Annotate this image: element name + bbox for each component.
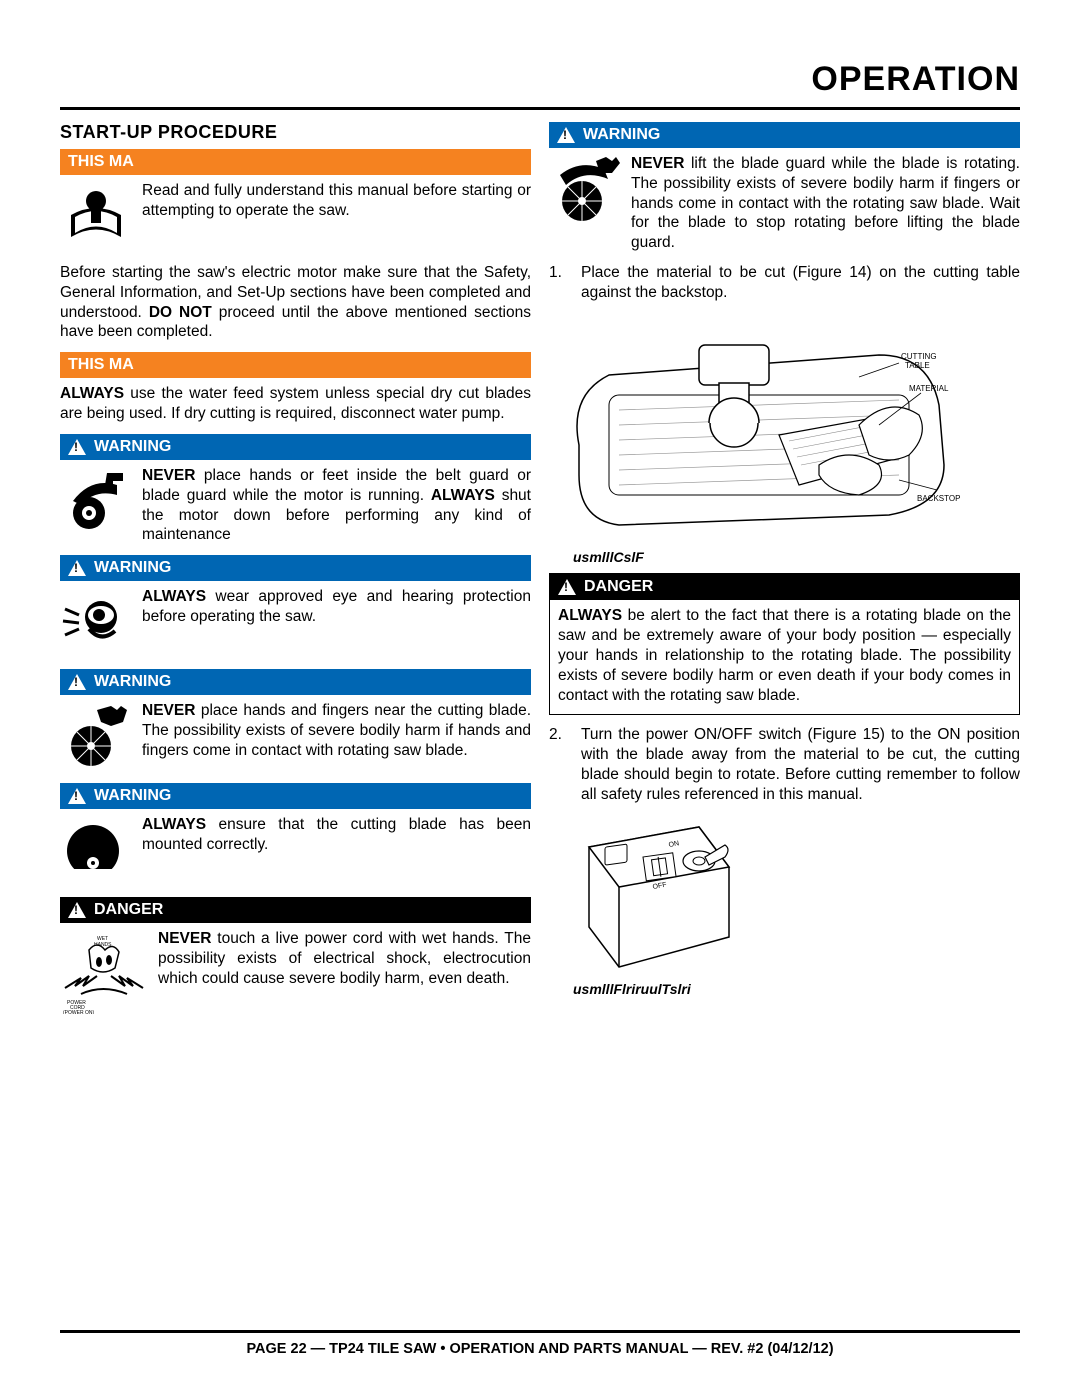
- danger2-t: be alert to the fact that there is a rot…: [558, 607, 1011, 703]
- warning-triangle-icon: [68, 902, 86, 918]
- warning-triangle-icon: [68, 788, 86, 804]
- warning-bar-4-label: WARNING: [94, 787, 171, 805]
- notice2-bold: ALWAYS: [60, 385, 124, 402]
- warn1-b1: NEVER: [142, 467, 195, 484]
- warn5-block: NEVER lift the blade guard while the bla…: [549, 154, 1020, 253]
- warn3-text: NEVER place hands and fingers near the c…: [142, 701, 531, 760]
- figure-14: CUTTING TABLE MATERIAL BACKSTOP: [549, 315, 1020, 545]
- figure-15: ON OFF: [549, 817, 1020, 977]
- notice-bar-2: THIS MA: [60, 352, 531, 378]
- danger1-text: NEVER touch a live power cord with wet h…: [158, 929, 531, 988]
- danger1-block: WET HANDS POWER CORD (POWER ON) NEVER to…: [60, 929, 531, 1015]
- right-column: WARNING NEVER lift the blade guard while…: [549, 122, 1020, 1025]
- step-1: Place the material to be cut (Figure 14)…: [549, 263, 1020, 303]
- procedure-list-2: Turn the power ON/OFF switch (Figure 15)…: [549, 725, 1020, 806]
- warning-bar-3-label: WARNING: [94, 673, 171, 691]
- section-heading: START-UP PROCEDURE: [60, 122, 531, 143]
- warn2-block: ALWAYS wear approved eye and hearing pro…: [60, 587, 531, 659]
- notice2-text: use the water feed system unless special…: [60, 385, 531, 422]
- notice1-lead: Read and fully understand this manual be…: [142, 181, 531, 221]
- notice-bar-1-label: THIS MA: [68, 153, 134, 171]
- warn4-block: ALWAYS ensure that the cutting blade has…: [60, 815, 531, 887]
- page-title: OPERATION: [60, 60, 1020, 99]
- warning-bar-2-label: WARNING: [94, 559, 171, 577]
- wet-hands-icon: WET HANDS POWER CORD (POWER ON): [60, 929, 148, 1015]
- svg-text:TABLE: TABLE: [905, 361, 930, 370]
- warn2-b: ALWAYS: [142, 588, 206, 605]
- step-1-text: Place the material to be cut (Figure 14)…: [581, 263, 1020, 303]
- warn5-t: lift the blade guard while the blade is …: [631, 155, 1020, 251]
- warn4-text: ALWAYS ensure that the cutting blade has…: [142, 815, 531, 855]
- warning-triangle-icon: [68, 439, 86, 455]
- step-2-text: Turn the power ON/OFF switch (Figure 15)…: [581, 725, 1020, 806]
- warn1-block: NEVER place hands or feet inside the bel…: [60, 466, 531, 545]
- fig14-label-cutting-table: CUTTING: [901, 352, 937, 361]
- warning-bar-3: WARNING: [60, 669, 531, 695]
- danger-bar-2-label: DANGER: [584, 578, 653, 596]
- warn5-text: NEVER lift the blade guard while the bla…: [631, 154, 1020, 253]
- danger1-t: touch a live power cord with wet hands. …: [158, 930, 531, 987]
- notice1-body: Before starting the saw's electric motor…: [60, 263, 531, 342]
- danger2-box: DANGER ALWAYS be alert to the fact that …: [549, 573, 1020, 714]
- figure-15-caption: usmlllFlriruulTslri: [573, 981, 1020, 997]
- danger2-text: ALWAYS be alert to the fact that there i…: [558, 606, 1011, 705]
- warn2-text: ALWAYS wear approved eye and hearing pro…: [142, 587, 531, 627]
- fig14-label-backstop: BACKSTOP: [917, 494, 960, 503]
- notice-bar-1: THIS MA: [60, 149, 531, 175]
- warning-bar-1-label: WARNING: [94, 438, 171, 456]
- warning-triangle-icon: [68, 674, 86, 690]
- procedure-list: Place the material to be cut (Figure 14)…: [549, 263, 1020, 303]
- danger2-b: ALWAYS: [558, 607, 622, 624]
- read-manual-icon: [60, 181, 132, 253]
- danger-bar-2: DANGER: [550, 574, 1019, 600]
- title-rule: [60, 107, 1020, 110]
- notice-bar-2-label: THIS MA: [68, 356, 134, 374]
- warn4-b: ALWAYS: [142, 816, 206, 833]
- eye-ear-icon: [60, 587, 132, 659]
- figure-14-caption: usmlllCslF: [573, 549, 1020, 565]
- danger1-b: NEVER: [158, 930, 211, 947]
- notice1-bold: DO NOT: [149, 304, 212, 321]
- notice1-block: Read and fully understand this manual be…: [60, 181, 531, 253]
- two-column-layout: START-UP PROCEDURE THIS MA Read and full…: [60, 122, 1020, 1025]
- warn3-b: NEVER: [142, 702, 195, 719]
- warn1-b2: ALWAYS: [431, 487, 495, 504]
- warning-bar-1: WARNING: [60, 434, 531, 460]
- svg-text:(POWER ON): (POWER ON): [63, 1010, 94, 1014]
- step-2: Turn the power ON/OFF switch (Figure 15)…: [549, 725, 1020, 806]
- warning-bar-5: WARNING: [549, 122, 1020, 148]
- blade-mount-icon: [60, 815, 132, 887]
- blade-guard-icon: [549, 154, 621, 226]
- notice2-body: ALWAYS use the water feed system unless …: [60, 384, 531, 424]
- page-footer: PAGE 22 — TP24 TILE SAW • OPERATION AND …: [60, 1330, 1020, 1357]
- warning-bar-5-label: WARNING: [583, 126, 660, 144]
- left-column: START-UP PROCEDURE THIS MA Read and full…: [60, 122, 531, 1025]
- warn3-t: place hands and fingers near the cutting…: [142, 702, 531, 759]
- danger-bar-1-label: DANGER: [94, 901, 163, 919]
- warning-bar-4: WARNING: [60, 783, 531, 809]
- warning-triangle-icon: [68, 560, 86, 576]
- warn1-text: NEVER place hands or feet inside the bel…: [142, 466, 531, 545]
- blade-hand-icon: [60, 701, 132, 773]
- belt-guard-icon: [60, 466, 132, 538]
- warning-triangle-icon: [557, 127, 575, 143]
- warning-bar-2: WARNING: [60, 555, 531, 581]
- fig14-label-material: MATERIAL: [909, 384, 949, 393]
- warn3-block: NEVER place hands and fingers near the c…: [60, 701, 531, 773]
- danger-bar-1: DANGER: [60, 897, 531, 923]
- warning-triangle-icon: [558, 579, 576, 595]
- warn5-b: NEVER: [631, 155, 684, 172]
